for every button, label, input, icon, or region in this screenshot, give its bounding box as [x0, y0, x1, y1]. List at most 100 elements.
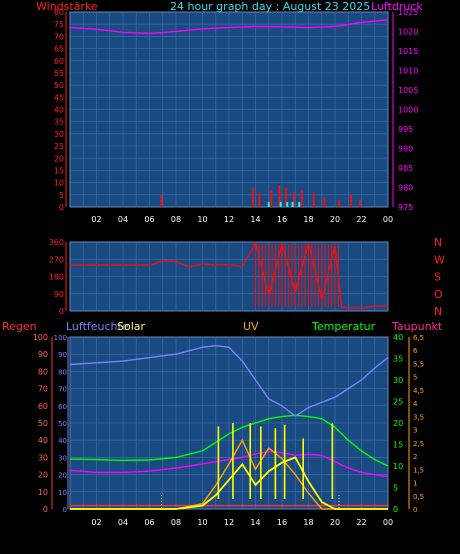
wind-tick-label: 10 [54, 179, 64, 188]
humidity-tick-label: 90 [58, 351, 67, 359]
panel1-x-tick-label: 10 [197, 215, 207, 224]
wind-speed-bar [270, 189, 273, 207]
uv-tick-label: 2 [413, 453, 417, 461]
dewpoint-header: Taupunkt [392, 320, 443, 333]
wind-direction-line [70, 241, 389, 309]
direction-tick-label: 90 [54, 290, 64, 299]
compass-label: S [434, 271, 441, 284]
temperature-tick-label: 30 [393, 376, 403, 385]
humidity-header: Luftfeuchte [66, 320, 129, 333]
rain-tick-label: 50 [38, 419, 48, 428]
panel3-x-tick-label: 16 [277, 518, 287, 527]
wind-speed-bar [337, 199, 340, 207]
rain-tick-label: 30 [38, 453, 48, 462]
compass-label: O [434, 288, 443, 301]
panel3-x-tick-label: 08 [171, 518, 181, 527]
temperature-tick-label: 10 [393, 462, 403, 471]
panel1-x-tick-label: 22 [356, 215, 366, 224]
panel3-x-tick-label: 04 [118, 518, 128, 527]
uv-header: UV [243, 320, 259, 333]
wind-speed-bar [359, 199, 362, 207]
wind-tick-label: 5 [59, 191, 64, 200]
wind-gust-mark [286, 202, 289, 207]
wind-tick-label: 25 [54, 142, 64, 151]
temperature-tick-label: 25 [393, 398, 403, 407]
wind-speed-bar [278, 185, 281, 207]
rain-header: Regen [2, 320, 37, 333]
rain-tick-label: 90 [38, 350, 48, 359]
panel1-x-tick-label: 02 [91, 215, 101, 224]
uv-tick-label: 3,5 [413, 413, 424, 421]
uv-tick-label: 4,5 [413, 387, 424, 395]
wind-tick-label: 30 [54, 130, 64, 139]
wind-tick-label: 80 [54, 8, 64, 17]
panel3-x-tick-label: 00 [383, 518, 393, 527]
humidity-tick-label: 80 [58, 368, 67, 376]
pressure-tick-label: 1020 [398, 28, 418, 37]
wind-tick-label: 50 [54, 81, 64, 90]
dewpoint-line [69, 450, 389, 478]
panel1-x-tick-label: 08 [171, 215, 181, 224]
uv-tick-label: 1,5 [413, 466, 424, 474]
panel3-x-tick-label: 14 [250, 518, 260, 527]
wind-speed-bar [312, 192, 315, 207]
panel3-x-tick-label: 10 [197, 518, 207, 527]
rain-tick-label: 70 [38, 385, 48, 394]
panel1-x-tick-label: 12 [224, 215, 234, 224]
panel1-x-tick-label: 14 [250, 215, 260, 224]
wind-gust-mark [298, 202, 301, 207]
panel3-x-tick-label: 20 [330, 518, 340, 527]
wind-speed-bar [258, 192, 261, 207]
pressure-line [69, 19, 389, 35]
temperature-tick-label: 5 [393, 484, 398, 493]
rain-tick-label: 100 [33, 333, 48, 342]
temperature-header: Temperatur [312, 320, 376, 333]
pressure-tick-label: 995 [398, 125, 413, 134]
direction-tick-label: 270 [49, 255, 64, 264]
uv-tick-label: 0,5 [413, 493, 424, 501]
humidity-tick-label: 30 [58, 454, 67, 462]
panel3-x-tick-label: 02 [91, 518, 101, 527]
wind-speed-bar [292, 192, 295, 207]
uv-tick-label: 6,5 [413, 334, 424, 342]
compass-label: N [434, 305, 442, 318]
wind-tick-label: 75 [54, 20, 64, 29]
humidity-line [69, 344, 389, 417]
temperature-tick-label: 20 [393, 419, 403, 428]
wind-tick-label: 20 [54, 154, 64, 163]
pressure-tick-label: 1005 [398, 86, 418, 95]
pressure-tick-label: 1000 [398, 106, 418, 115]
panel1-x-tick-label: 20 [330, 215, 340, 224]
wind-gust-mark [279, 202, 282, 207]
temperature-tick-label: 35 [393, 355, 403, 364]
humidity-tick-label: 70 [58, 386, 67, 394]
rain-tick-label: 40 [38, 436, 48, 445]
wind-tick-label: 45 [54, 93, 64, 102]
rain-tick-label: 60 [38, 402, 48, 411]
humidity-tick-label: 40 [58, 437, 67, 445]
uv-tick-label: 2,5 [413, 440, 424, 448]
pressure-tick-label: 990 [398, 145, 413, 154]
rain-tick-label: 20 [38, 471, 48, 480]
solar-header: Solar [117, 320, 146, 333]
wind-axis-title: Windstärke [36, 0, 98, 13]
humidity-tick-label: 0 [63, 506, 67, 514]
direction-tick-label: 360 [49, 238, 64, 247]
uv-tick-label: 6 [413, 347, 418, 355]
uv-tick-label: 5 [413, 374, 417, 382]
wind-speed-bar [251, 187, 254, 207]
panel1-x-tick-label: 18 [303, 215, 313, 224]
temperature-tick-label: 15 [393, 441, 403, 450]
temperature-line [69, 414, 389, 467]
panel3-x-tick-label: 22 [356, 518, 366, 527]
wind-tick-label: 40 [54, 106, 64, 115]
wind-speed-bar [349, 194, 352, 207]
pressure-tick-label: 975 [398, 203, 413, 212]
pressure-tick-label: 1025 [398, 8, 418, 17]
wind-speed-bar [160, 194, 163, 207]
wind-tick-label: 35 [54, 118, 64, 127]
wind-tick-label: 15 [54, 166, 64, 175]
uv-tick-label: 3 [413, 427, 417, 435]
